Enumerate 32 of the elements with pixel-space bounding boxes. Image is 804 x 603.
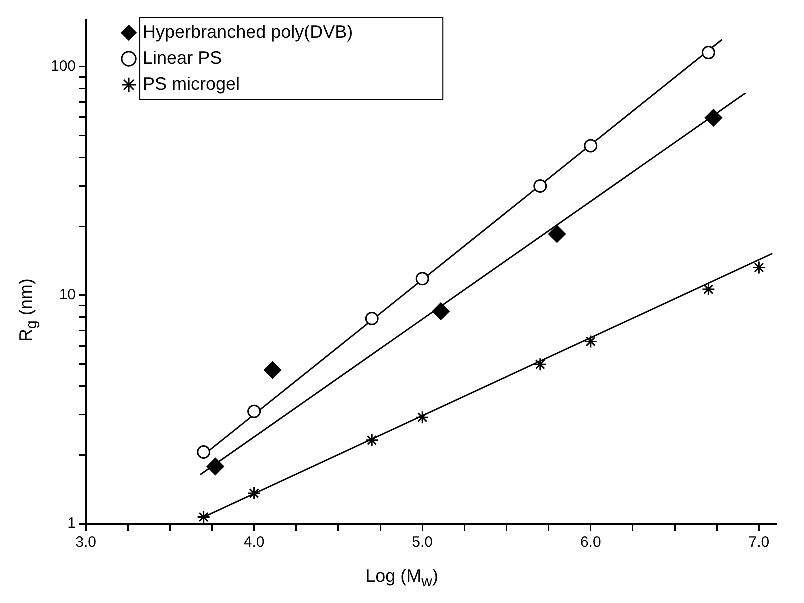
x-tick-label: 6.0 xyxy=(580,534,602,552)
point xyxy=(534,179,548,193)
legend-label: Linear PS xyxy=(143,48,222,68)
point xyxy=(432,302,450,320)
x-axis-title: Log (M$_{w}$) xyxy=(364,566,440,591)
point xyxy=(365,434,379,448)
legend-label: Hyperbranched poly(DVB) xyxy=(143,22,354,42)
point xyxy=(197,445,211,459)
point xyxy=(197,510,211,524)
legend-label: PS microgel xyxy=(143,74,240,94)
point xyxy=(248,486,262,500)
point xyxy=(416,272,430,286)
y-tick-label: 100 xyxy=(50,58,76,75)
point xyxy=(548,225,566,243)
point xyxy=(752,261,766,275)
x-tick-label: 5.0 xyxy=(412,534,434,552)
x-tick-label: 7.0 xyxy=(748,534,770,552)
point xyxy=(584,139,598,153)
point xyxy=(365,312,379,326)
point xyxy=(702,282,716,296)
point xyxy=(534,358,548,372)
point xyxy=(416,410,430,424)
point xyxy=(702,46,716,60)
x-tick-label: 3.0 xyxy=(76,534,96,552)
point xyxy=(206,458,224,476)
point xyxy=(704,109,722,127)
y-tick-label: 10 xyxy=(59,286,76,304)
point xyxy=(248,404,262,418)
x-tick-label: 4.0 xyxy=(244,534,265,552)
point xyxy=(584,334,598,348)
point xyxy=(264,362,282,380)
y-tick-label: 1 xyxy=(68,515,76,532)
